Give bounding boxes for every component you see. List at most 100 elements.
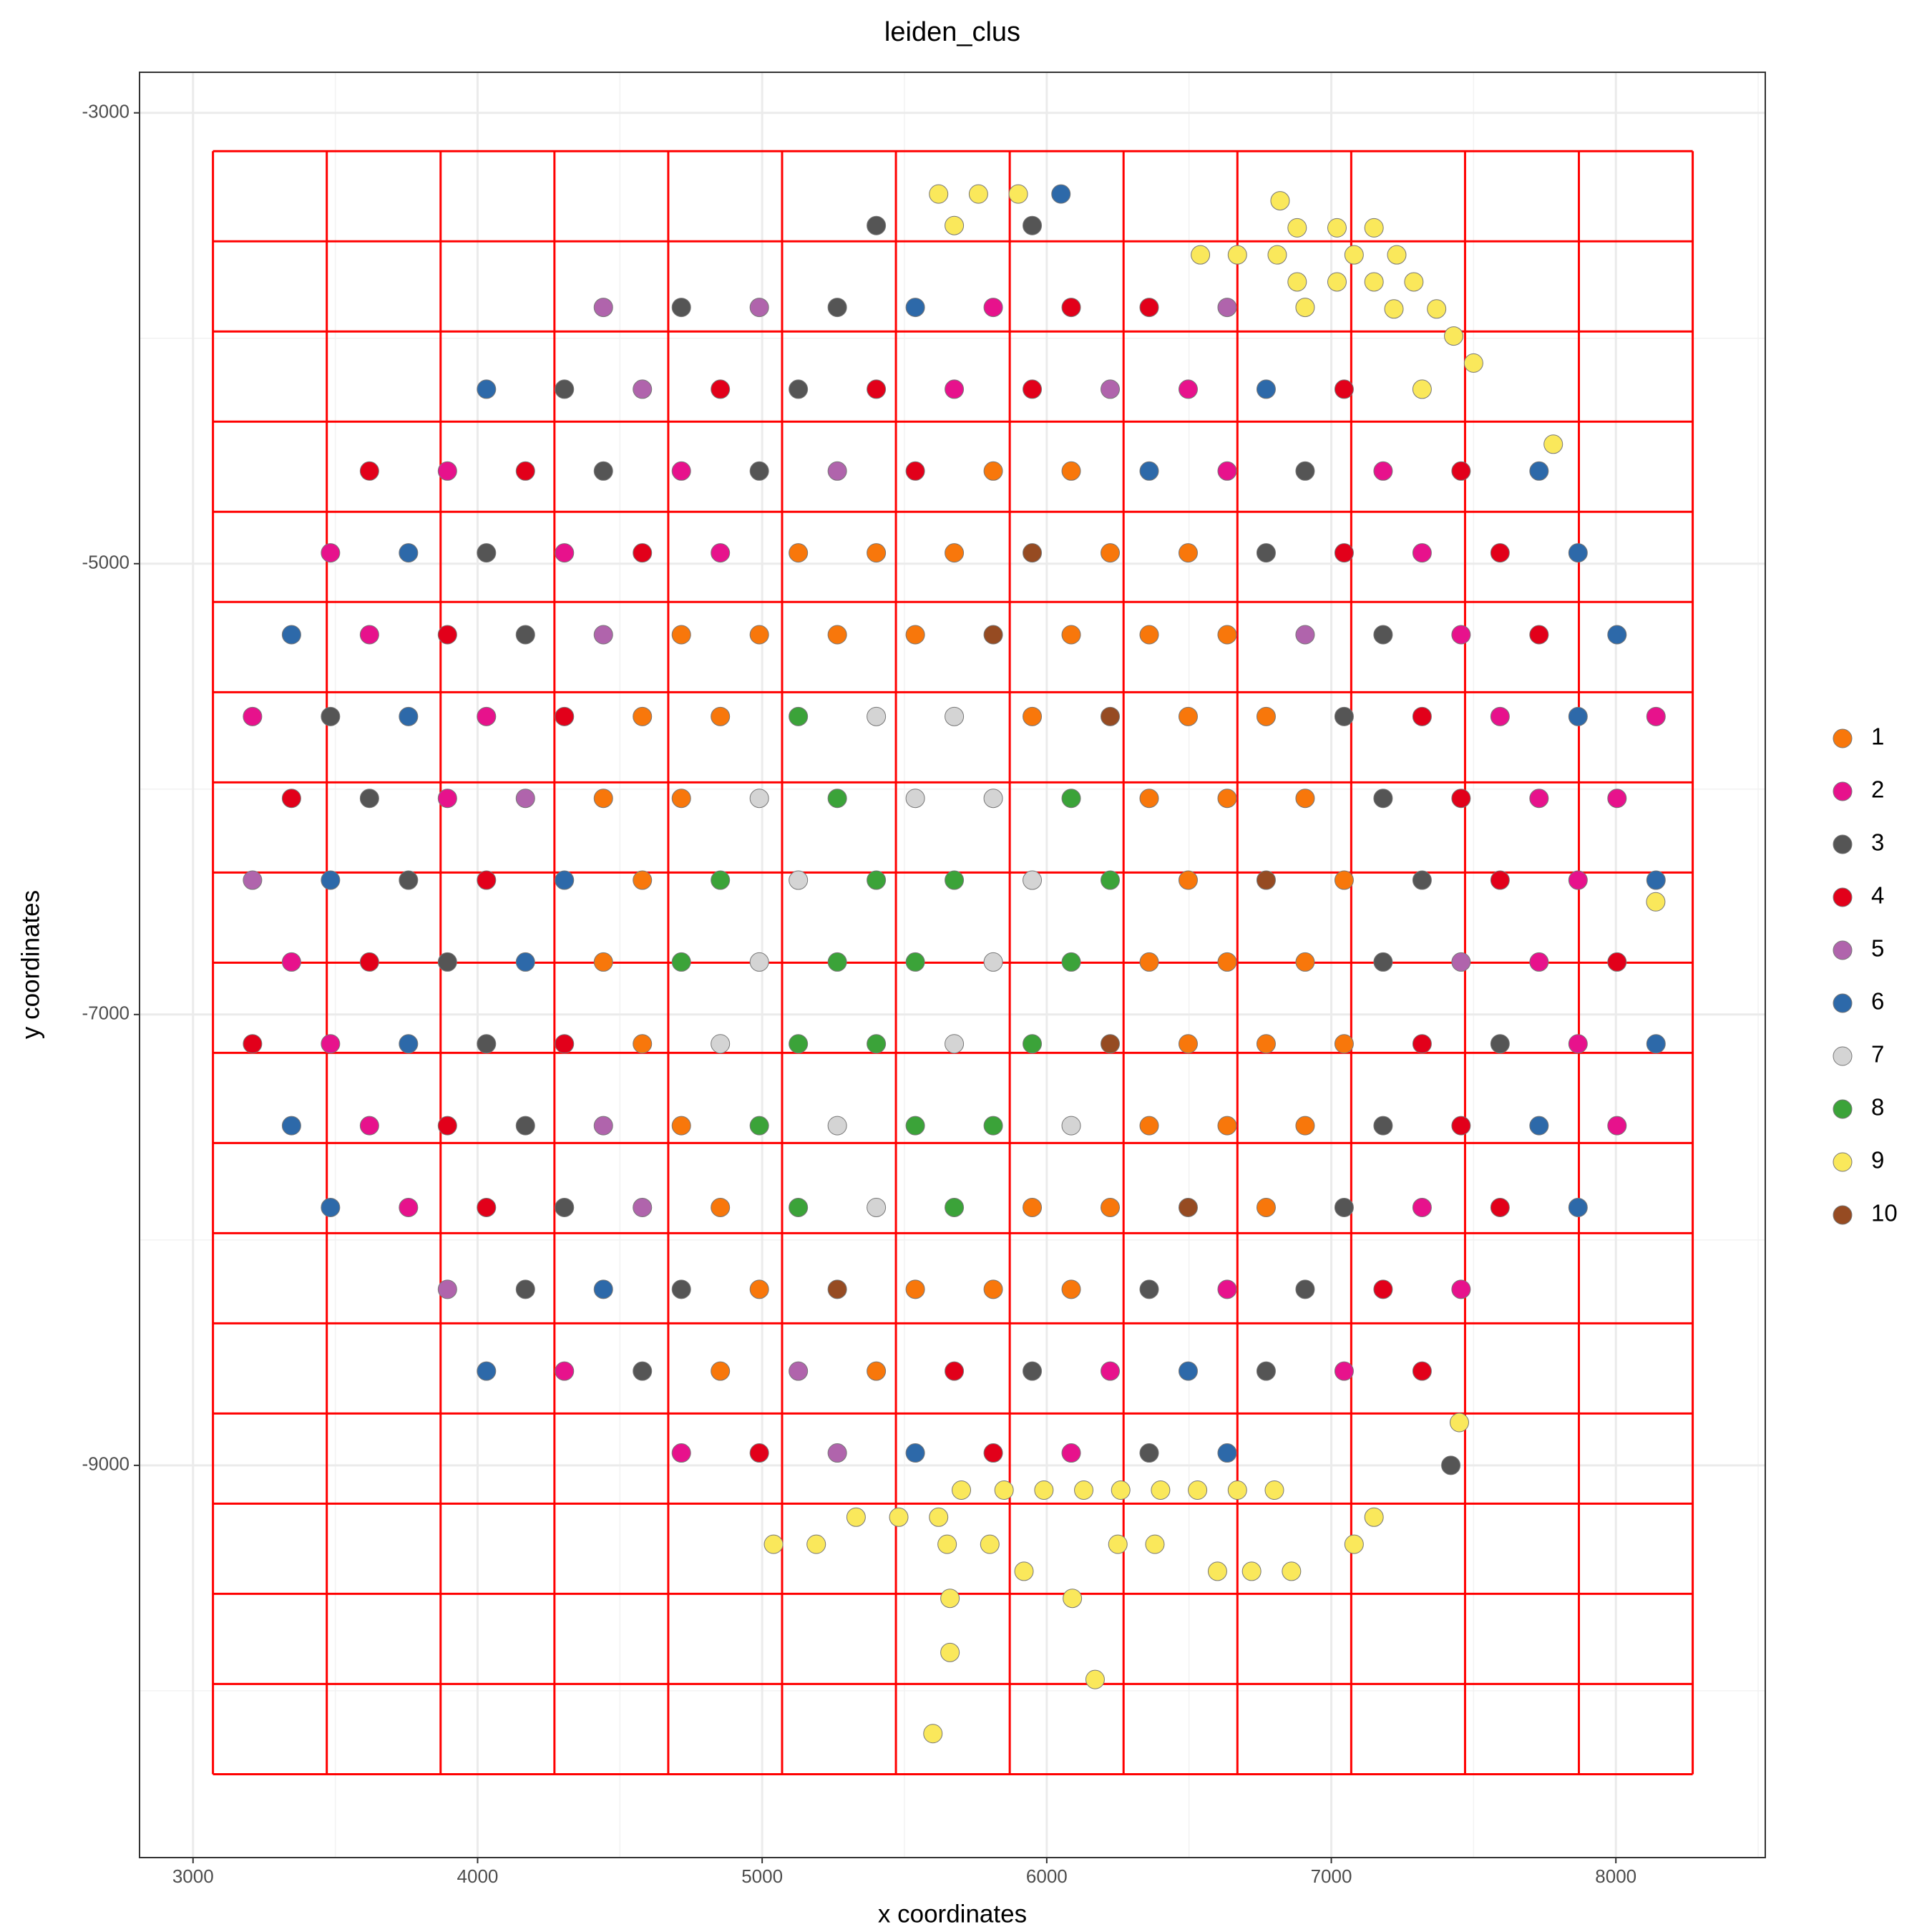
point [1412, 1034, 1432, 1054]
point [1256, 706, 1276, 726]
point [789, 1034, 809, 1054]
point [905, 625, 925, 645]
point [437, 952, 457, 972]
point [321, 706, 341, 726]
point [806, 1534, 826, 1554]
point [399, 706, 419, 726]
point [945, 1361, 965, 1381]
legend-marker [1833, 993, 1853, 1013]
point [1111, 1480, 1131, 1501]
point [711, 870, 731, 890]
point [945, 379, 965, 399]
point [1101, 1197, 1121, 1217]
point [867, 870, 887, 890]
point [945, 870, 965, 890]
point [983, 952, 1003, 972]
point [1364, 218, 1384, 238]
point [1061, 625, 1081, 645]
y-tick-label: -5000 [82, 552, 130, 573]
point [1451, 1116, 1471, 1136]
point [1256, 1034, 1276, 1054]
point [1008, 184, 1028, 204]
point [243, 1034, 263, 1054]
x-tick-label: 3000 [172, 1865, 214, 1887]
point [1014, 1561, 1034, 1581]
point [1178, 543, 1198, 563]
point [1451, 625, 1471, 645]
x-tick-label: 4000 [457, 1865, 499, 1887]
chart-title: leiden_clus [884, 17, 1020, 47]
point [477, 870, 497, 890]
point [846, 1507, 866, 1527]
point [399, 870, 419, 890]
point [1217, 461, 1237, 481]
point [1334, 1361, 1354, 1381]
point [281, 789, 301, 809]
point [749, 952, 769, 972]
point [593, 1116, 613, 1136]
point [827, 1116, 847, 1136]
point [789, 870, 809, 890]
point [477, 1197, 497, 1217]
point [1217, 952, 1237, 972]
point [749, 1116, 769, 1136]
point [1085, 1669, 1105, 1689]
point [1427, 299, 1447, 319]
point [867, 706, 887, 726]
point [749, 625, 769, 645]
legend-marker [1833, 1205, 1853, 1225]
x-tick-label: 6000 [1026, 1865, 1068, 1887]
point [1023, 379, 1043, 399]
point [1287, 218, 1307, 238]
point [359, 952, 379, 972]
point [1384, 299, 1404, 319]
point [1412, 870, 1432, 890]
point [359, 789, 379, 809]
point [1101, 706, 1121, 726]
point [1463, 353, 1483, 373]
point [477, 543, 497, 563]
x-tick-label: 7000 [1311, 1865, 1352, 1887]
point [1267, 245, 1287, 265]
point [1227, 245, 1247, 265]
point [1295, 1116, 1315, 1136]
point [1108, 1534, 1128, 1554]
point [827, 1279, 847, 1299]
point [711, 379, 731, 399]
point [789, 706, 809, 726]
point [593, 952, 613, 972]
point [671, 461, 691, 481]
legend-label: 2 [1871, 776, 1884, 803]
point [937, 1534, 957, 1554]
point [633, 379, 653, 399]
point [1023, 870, 1043, 890]
point [1334, 379, 1354, 399]
point [477, 706, 497, 726]
point [945, 706, 965, 726]
point [945, 1197, 965, 1217]
point [1151, 1480, 1171, 1501]
legend-marker [1833, 887, 1853, 907]
point [1178, 870, 1198, 890]
legend-label: 10 [1871, 1200, 1898, 1226]
point [1334, 1034, 1354, 1054]
point [1256, 543, 1276, 563]
point [1023, 1034, 1043, 1054]
point [555, 379, 575, 399]
point [905, 952, 925, 972]
point [593, 461, 613, 481]
point [923, 1724, 943, 1744]
point [1364, 1507, 1384, 1527]
point [555, 1197, 575, 1217]
point [1256, 870, 1276, 890]
point [437, 789, 457, 809]
point [477, 1034, 497, 1054]
point [827, 1443, 847, 1463]
point [749, 1443, 769, 1463]
point [1101, 870, 1121, 890]
point [1490, 543, 1510, 563]
point [1529, 952, 1549, 972]
point [321, 543, 341, 563]
point [321, 1197, 341, 1217]
point [1188, 1480, 1208, 1501]
